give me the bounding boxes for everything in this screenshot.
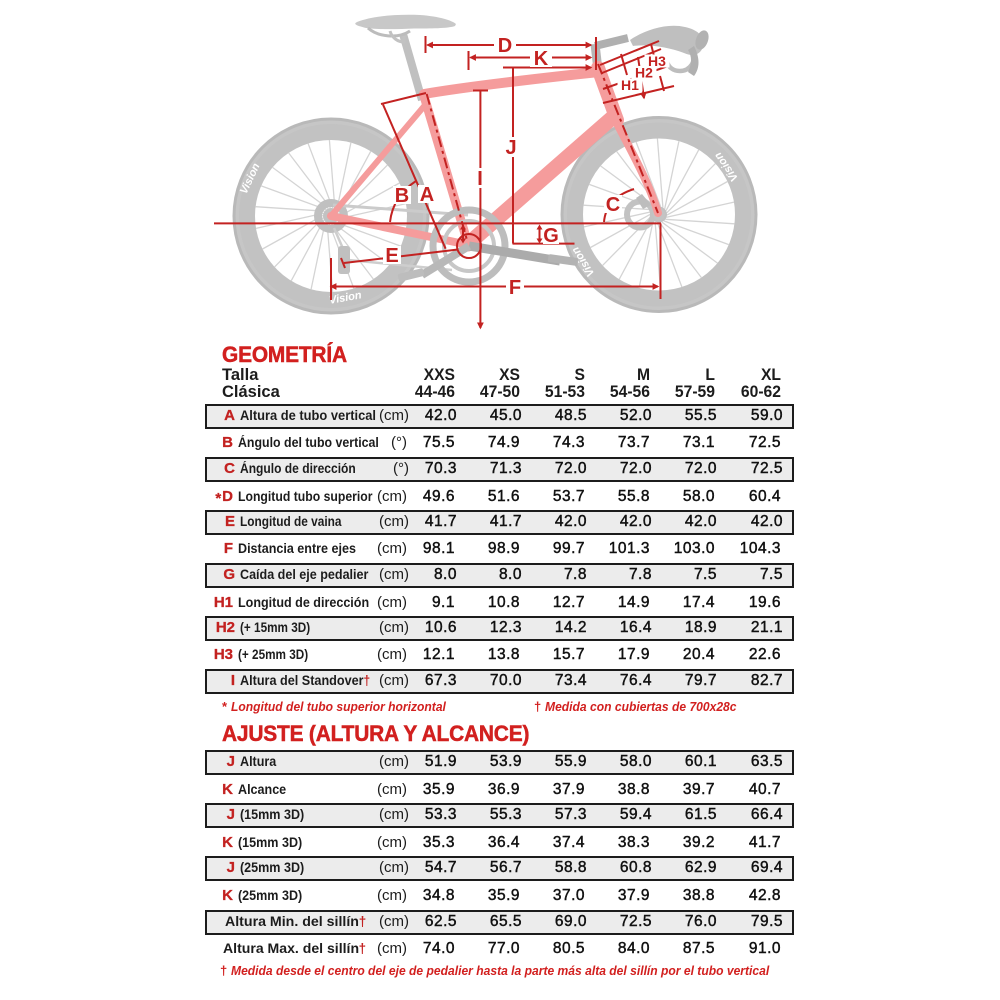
svg-text:C: C bbox=[606, 194, 620, 216]
svg-text:H3: H3 bbox=[648, 53, 666, 69]
svg-text:D: D bbox=[498, 35, 512, 57]
svg-text:Vision: Vision bbox=[328, 289, 362, 307]
svg-text:H2: H2 bbox=[635, 65, 653, 81]
svg-text:F: F bbox=[509, 277, 521, 299]
svg-text:H1: H1 bbox=[621, 77, 639, 93]
svg-text:A: A bbox=[420, 184, 434, 206]
svg-text:B: B bbox=[395, 185, 409, 207]
svg-text:K: K bbox=[534, 48, 549, 70]
svg-text:J: J bbox=[505, 137, 516, 159]
svg-text:E: E bbox=[385, 245, 398, 267]
svg-text:G: G bbox=[543, 225, 559, 247]
svg-text:I: I bbox=[477, 168, 483, 190]
